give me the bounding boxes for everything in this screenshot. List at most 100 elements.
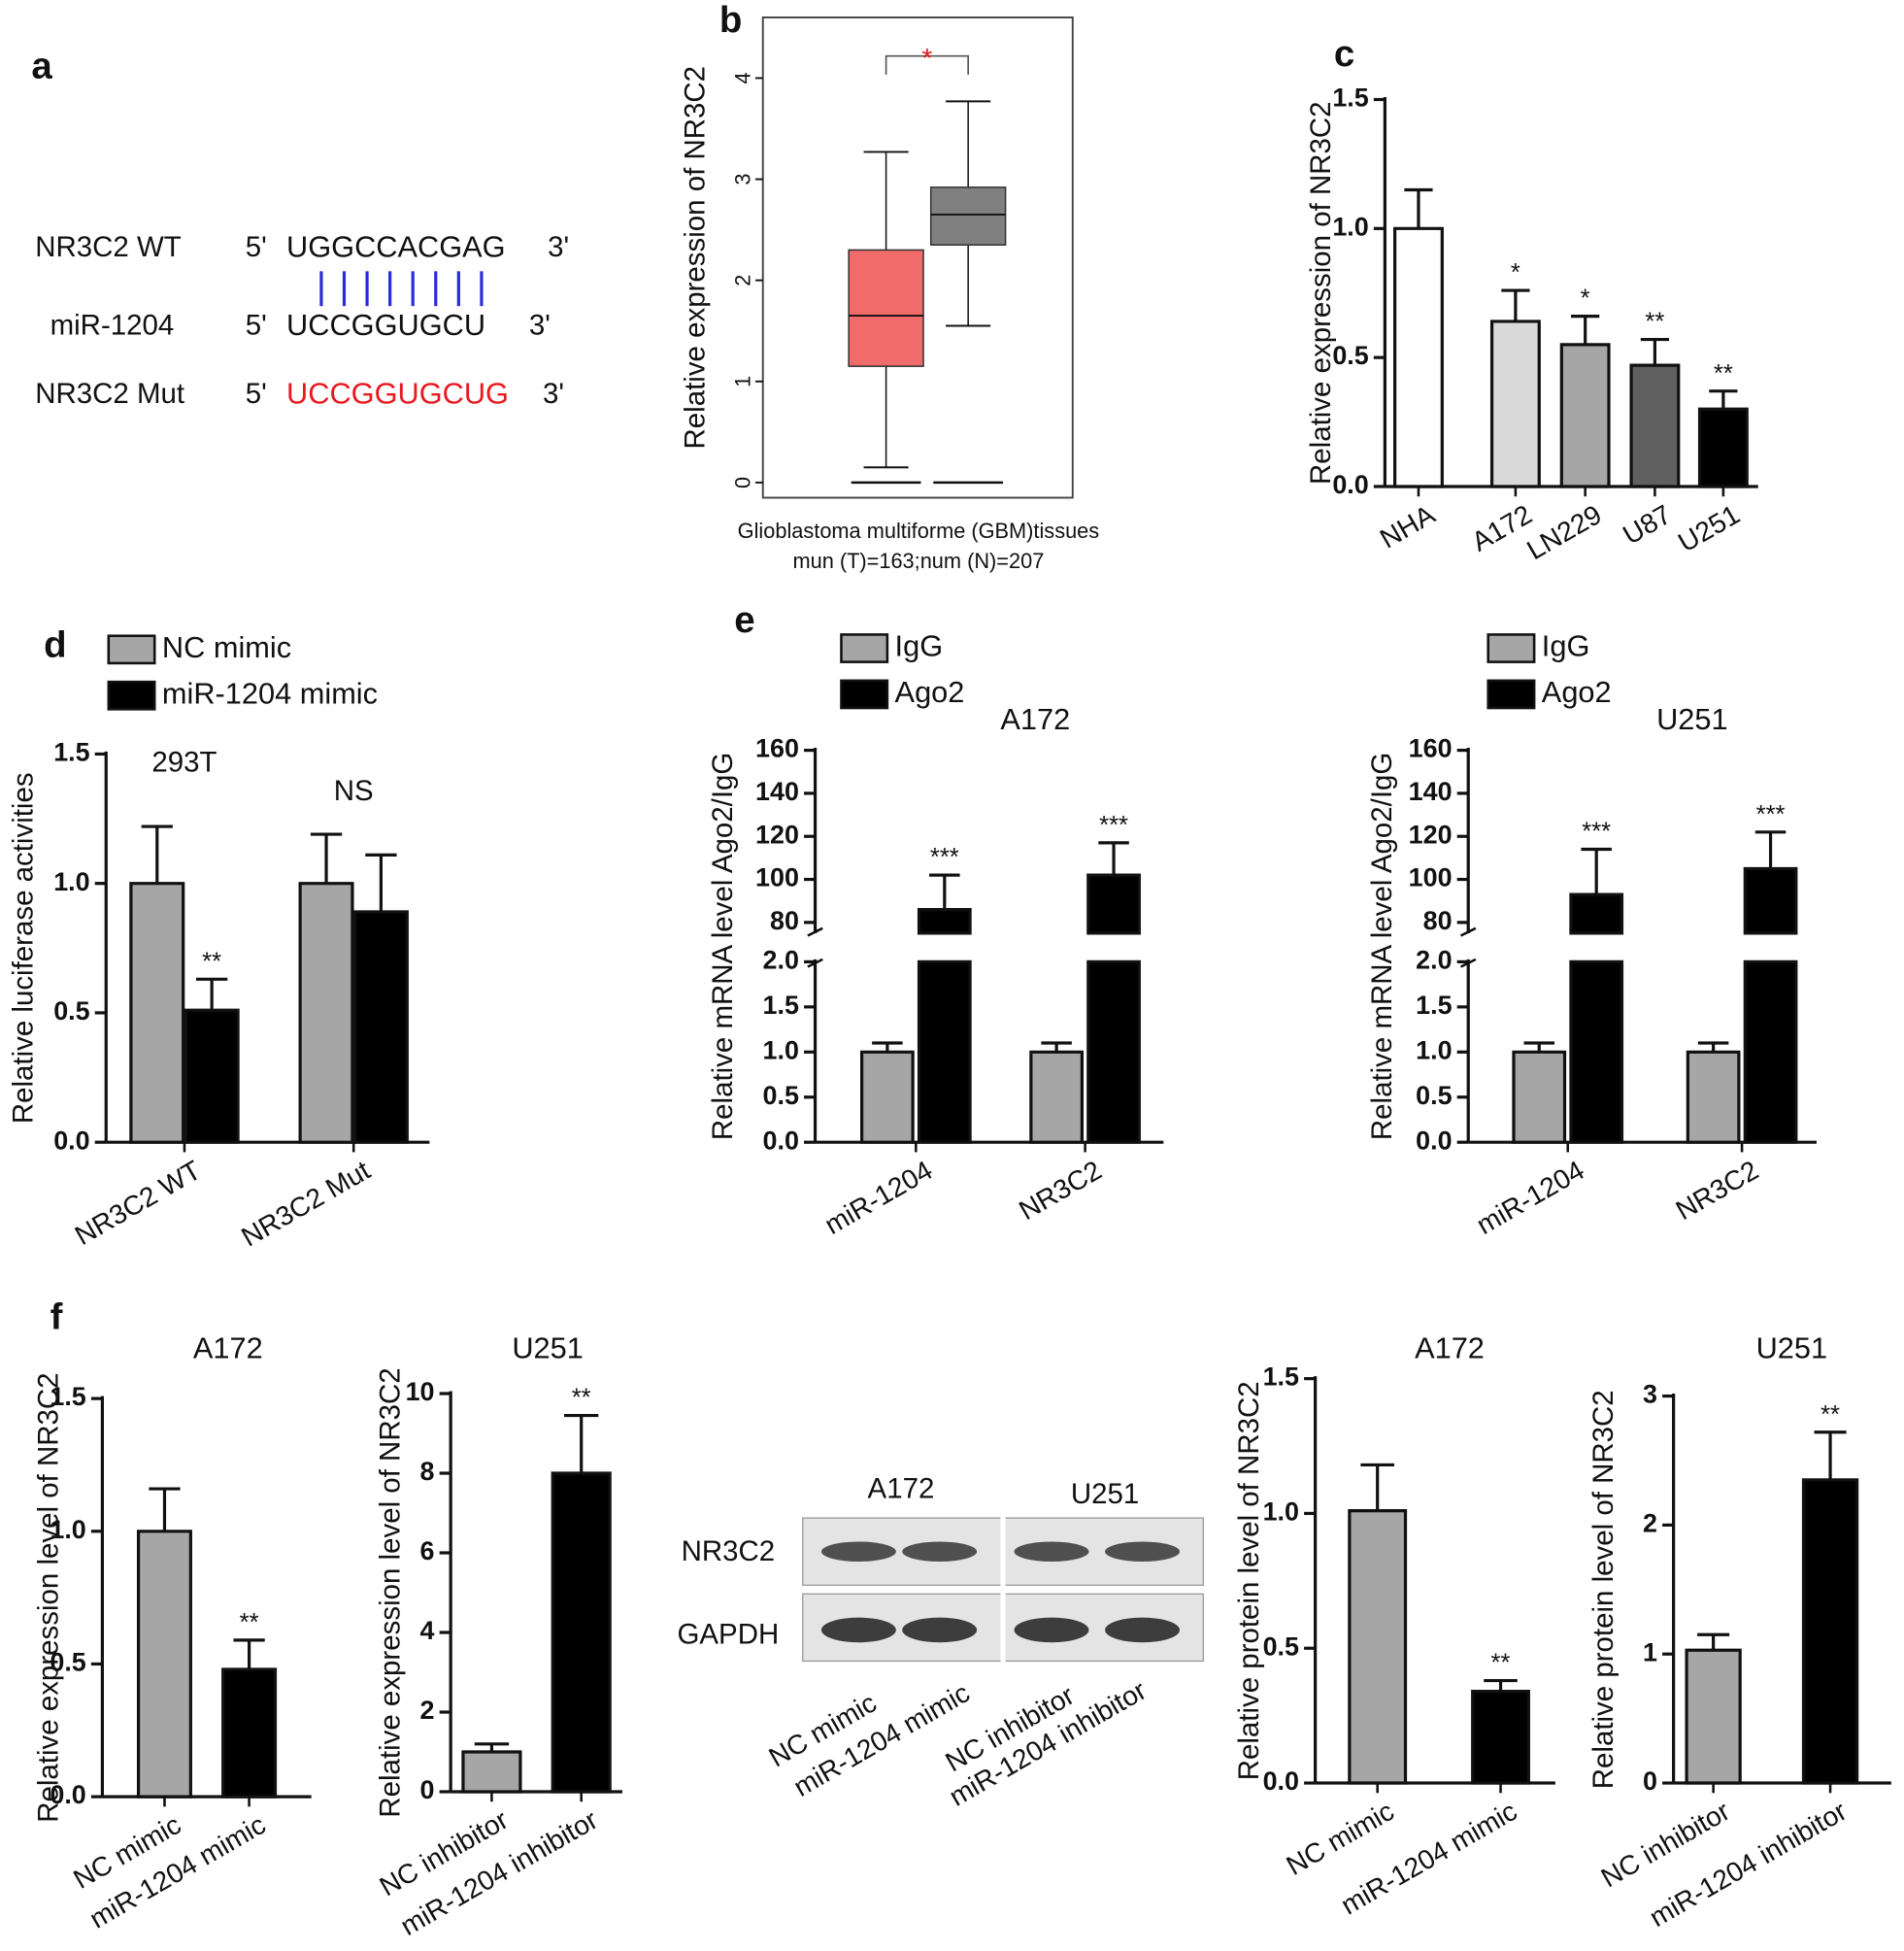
y-tick-label: 140 bbox=[755, 777, 799, 806]
y-tick-label: 1 bbox=[1643, 1637, 1657, 1666]
bar bbox=[129, 882, 185, 1144]
panel-label: a bbox=[31, 46, 52, 87]
y-tick-label: 1.0 bbox=[1416, 1035, 1452, 1064]
bar bbox=[1348, 1509, 1408, 1785]
y-tick-label: 0.0 bbox=[1332, 470, 1368, 499]
y-axis-label: Relative luciferase activities bbox=[8, 772, 40, 1124]
bar bbox=[298, 882, 354, 1144]
x-tick-label: miR-1204 bbox=[1471, 1154, 1589, 1240]
y-tick-label: 1.0 bbox=[50, 1515, 85, 1544]
y-tick-label: 0.5 bbox=[763, 1081, 799, 1110]
y-tick-label: 120 bbox=[755, 820, 799, 849]
axis-break bbox=[1459, 926, 1477, 937]
x-tick-label: NR3C2 WT bbox=[69, 1154, 206, 1251]
chart-title: A172 bbox=[193, 1330, 263, 1364]
blot-band bbox=[820, 1541, 896, 1562]
chart-title: U251 bbox=[512, 1330, 584, 1364]
sequence: UGGCCACGAG bbox=[286, 229, 506, 263]
bar bbox=[1697, 407, 1749, 488]
chart-title: A172 bbox=[1000, 702, 1070, 736]
y-tick-label: 160 bbox=[1409, 734, 1453, 763]
significance: * bbox=[1581, 286, 1590, 313]
y-tick-label: 4 bbox=[730, 72, 754, 84]
legend-swatch bbox=[1486, 679, 1536, 710]
y-tick-label: 10 bbox=[406, 1377, 435, 1406]
five-prime: 5' bbox=[246, 378, 267, 410]
bar bbox=[1029, 1050, 1084, 1144]
y-tick-label: 0.0 bbox=[1263, 1766, 1299, 1796]
x-tick-label: NR3C2 Mut bbox=[236, 1154, 376, 1252]
legend-swatch bbox=[107, 634, 156, 665]
panel-label: f bbox=[50, 1295, 63, 1337]
legend-label: miR-1204 mimic bbox=[162, 676, 378, 710]
y-tick-label: 6 bbox=[420, 1536, 435, 1565]
bar bbox=[1743, 866, 1798, 1144]
bar bbox=[1559, 343, 1611, 488]
bar bbox=[352, 910, 409, 1144]
x-tick-label: miR-1204 inhibitor bbox=[1644, 1795, 1852, 1933]
significance: *** bbox=[1582, 819, 1611, 846]
bar bbox=[136, 1530, 192, 1799]
legend-label: Ago2 bbox=[895, 675, 965, 709]
y-tick-label: 1 bbox=[730, 376, 754, 387]
y-tick-label: 8 bbox=[420, 1457, 435, 1486]
y-tick-label: 0 bbox=[1643, 1766, 1657, 1796]
y-tick-label: 1.5 bbox=[1332, 84, 1368, 113]
blot-band bbox=[902, 1617, 978, 1643]
legend-swatch bbox=[840, 679, 889, 710]
bar bbox=[860, 1050, 915, 1144]
x-tick-label: LN229 bbox=[1521, 498, 1607, 565]
legend-swatch bbox=[1486, 633, 1536, 663]
y-axis-label: Relative expression level of NR3C2 bbox=[32, 1372, 64, 1822]
y-tick-label: 1.5 bbox=[53, 738, 89, 767]
bar bbox=[551, 1471, 612, 1794]
y-tick-label: 0.5 bbox=[1416, 1081, 1452, 1110]
significance: *** bbox=[1099, 812, 1128, 839]
y-tick-label: 4 bbox=[420, 1616, 435, 1645]
bar bbox=[1629, 363, 1681, 488]
y-axis-label: Relative expression of NR3C2 bbox=[680, 66, 712, 450]
legend-swatch bbox=[840, 633, 889, 663]
bar bbox=[1801, 1478, 1859, 1785]
blot-band bbox=[1014, 1617, 1089, 1643]
panel-label: b bbox=[719, 0, 742, 41]
y-tick-label: 3 bbox=[730, 173, 754, 185]
legend-label: IgG bbox=[1542, 629, 1590, 663]
bar bbox=[1489, 320, 1541, 488]
bar bbox=[184, 1008, 240, 1144]
x-axis-label: Glioblastoma multiforme (GBM)tissues bbox=[738, 519, 1100, 543]
y-axis-label: Relative mRNA level Ago2/IgG bbox=[707, 753, 739, 1140]
y-tick-label: 2 bbox=[420, 1696, 435, 1725]
y-tick-label: 120 bbox=[1409, 820, 1453, 849]
bar bbox=[1393, 226, 1444, 488]
significance: ** bbox=[1491, 1650, 1511, 1677]
blot-band bbox=[1105, 1541, 1180, 1562]
y-tick-label: 80 bbox=[1423, 906, 1453, 935]
sequence: UCCGGUGCUG bbox=[286, 377, 509, 411]
y-tick-label: 1.0 bbox=[1263, 1497, 1299, 1527]
y-tick-label: 0.5 bbox=[50, 1648, 85, 1677]
box bbox=[929, 186, 1007, 246]
significance: ** bbox=[1714, 360, 1733, 387]
legend-label: NC mimic bbox=[162, 630, 291, 664]
y-tick-label: 1.5 bbox=[50, 1382, 85, 1411]
y-tick-label: 0.5 bbox=[53, 996, 89, 1026]
y-tick-label: 0 bbox=[420, 1775, 435, 1804]
y-axis-label: Relative protein level of NR3C2 bbox=[1233, 1381, 1265, 1780]
y-tick-label: 2.0 bbox=[1416, 946, 1452, 975]
bar bbox=[1685, 1648, 1742, 1785]
x-tick-label: NR3C2 bbox=[1670, 1154, 1763, 1226]
significance: * bbox=[1511, 259, 1520, 286]
y-tick-label: 1.0 bbox=[763, 1035, 799, 1064]
blot-band bbox=[1105, 1617, 1180, 1643]
chart-title: A172 bbox=[1415, 1330, 1485, 1364]
y-axis-label: Relative expression of NR3C2 bbox=[1305, 101, 1337, 485]
cell-line-label: U251 bbox=[1071, 1478, 1139, 1510]
y-tick-label: 0.0 bbox=[50, 1780, 85, 1809]
five-prime: 5' bbox=[246, 231, 267, 263]
y-tick-label: 1.5 bbox=[1263, 1362, 1299, 1392]
y-tick-label: 100 bbox=[1409, 863, 1453, 892]
y-tick-label: 100 bbox=[755, 863, 799, 892]
significance: *** bbox=[930, 844, 959, 871]
sequence-name: NR3C2 WT bbox=[35, 231, 182, 263]
